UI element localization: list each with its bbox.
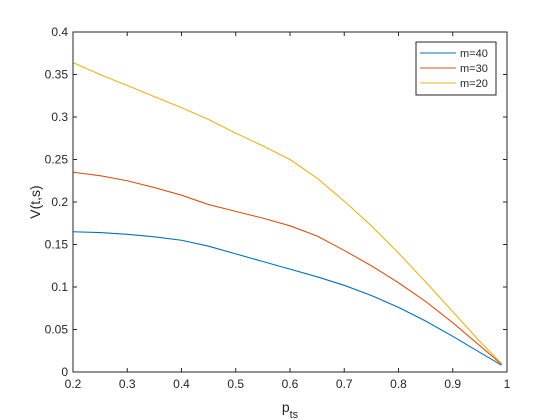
- x-tick-label: 0.4: [173, 377, 190, 391]
- y-tick-label: 0.05: [45, 323, 69, 337]
- x-tick-label: 0.2: [65, 377, 82, 391]
- x-tick-label: 0.6: [282, 377, 299, 391]
- x-tick-label: 1: [504, 377, 511, 391]
- y-tick-label: 0.4: [51, 25, 68, 39]
- legend-label-3: m=20: [460, 78, 488, 90]
- x-tick-label: 0.3: [119, 377, 136, 391]
- series-layer: [72, 62, 502, 366]
- series-line-2: [72, 171, 502, 365]
- y-axis-title: V(t,s): [27, 185, 43, 218]
- x-tick-label: 0.8: [390, 377, 407, 391]
- series-line-1: [72, 231, 502, 366]
- x-tick-label: 0.9: [444, 377, 461, 391]
- y-tick-label: 0: [61, 365, 68, 379]
- y-axis: 0 0.05 0.1 0.15 0.2 0.25 0.3 0.35 0.4: [45, 25, 507, 379]
- y-tick-label: 0.35: [45, 68, 69, 82]
- x-axis-title: pts: [282, 399, 299, 420]
- x-axis-title-subscript: ts: [290, 409, 299, 420]
- y-tick-label: 0.3: [51, 110, 68, 124]
- legend-label-2: m=30: [460, 63, 488, 75]
- y-tick-label: 0.25: [45, 153, 69, 167]
- x-axis: 0.2 0.3 0.4 0.5 0.6 0.7 0.8 0.9 1: [65, 32, 511, 391]
- x-tick-label: 0.7: [336, 377, 353, 391]
- legend: m=40 m=30 m=20: [415, 41, 497, 96]
- x-tick-label: 0.5: [227, 377, 244, 391]
- y-tick-label: 0.15: [45, 238, 69, 252]
- legend-label-1: m=40: [460, 48, 488, 60]
- y-tick-label: 0.2: [51, 195, 68, 209]
- x-axis-title-main: p: [282, 399, 290, 415]
- y-tick-label: 0.1: [51, 280, 68, 294]
- series-line-3: [72, 62, 502, 364]
